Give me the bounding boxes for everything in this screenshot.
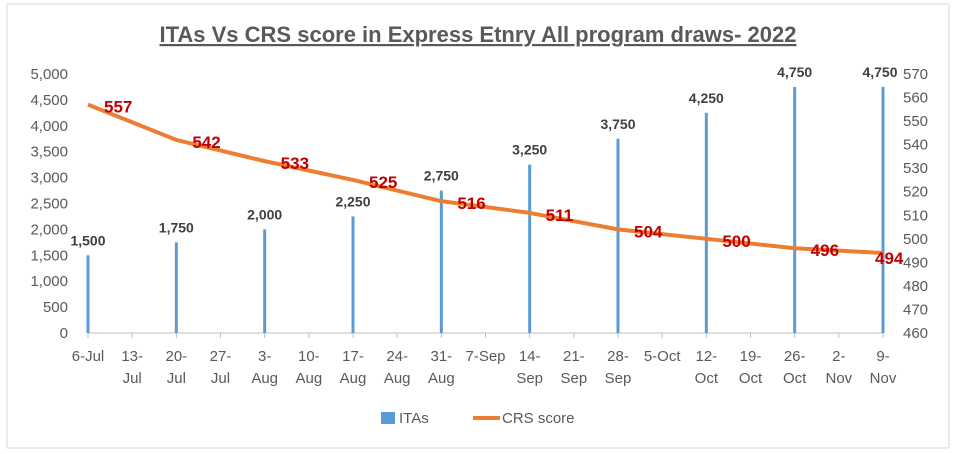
x-tick-label: Jul [211, 370, 230, 387]
x-tick-label: 6-Jul [72, 348, 105, 365]
x-tick-label: 31- [430, 348, 452, 365]
y-right-tick-label: 560 [903, 90, 928, 107]
line-label: 494 [875, 249, 904, 268]
y-left-tick-label: 3,500 [30, 144, 68, 161]
line-label: 516 [457, 194, 485, 213]
x-tick-label: 5-Oct [644, 348, 682, 365]
y-right-tick-label: 540 [903, 137, 928, 154]
bar-label: 3,250 [512, 142, 547, 158]
bar-itas [351, 216, 355, 333]
legend-label-itas: ITAs [399, 410, 429, 427]
line-label: 533 [281, 154, 309, 173]
x-tick-label: 17- [342, 348, 364, 365]
y-left-tick-label: 4,000 [30, 118, 68, 135]
y-right-tick-label: 510 [903, 207, 928, 224]
bar-itas [881, 86, 885, 333]
line-label: 557 [104, 98, 132, 117]
y-left-tick-label: 2,500 [30, 196, 68, 213]
x-tick-label: Aug [251, 370, 278, 387]
legend-label-crs: CRS score [502, 410, 575, 427]
line-label: 525 [369, 173, 397, 192]
bar-label: 2,000 [247, 206, 282, 222]
x-tick-label: Jul [123, 370, 142, 387]
chart-title: ITAs Vs CRS score in Express Etnry All p… [159, 22, 796, 47]
bar-label: 2,250 [335, 193, 370, 209]
x-tick-label: Nov [825, 370, 852, 387]
bar-label: 1,750 [159, 219, 194, 235]
x-tick-label: 7-Sep [465, 348, 505, 365]
x-tick-label: 20- [165, 348, 187, 365]
x-tick-label: Aug [384, 370, 411, 387]
x-tick-label: 24- [386, 348, 408, 365]
x-tick-label: Oct [695, 370, 719, 387]
bar-label: 4,750 [862, 64, 897, 80]
x-tick-label: 2- [832, 348, 845, 365]
y-left-tick-label: 1,500 [30, 247, 68, 264]
x-tick-label: 27- [210, 348, 232, 365]
x-tick-label: 3- [258, 348, 271, 365]
x-tick-label: Jul [167, 370, 186, 387]
x-tick-label: 28- [607, 348, 629, 365]
x-tick-label: Sep [605, 370, 632, 387]
x-tick-label: Oct [739, 370, 763, 387]
line-label: 496 [811, 241, 839, 260]
line-crs-score [87, 102, 884, 255]
bar-itas [616, 138, 620, 333]
bar-itas [174, 242, 178, 333]
y-left-tick-label: 4,500 [30, 92, 68, 109]
y-right-tick-label: 490 [903, 254, 928, 271]
y-left-tick-label: 1,000 [30, 273, 68, 290]
x-tick-label: 10- [298, 348, 320, 365]
y-right-tick-label: 570 [903, 66, 928, 83]
y-left-tick-label: 500 [43, 299, 68, 316]
bar-label: 4,250 [689, 90, 724, 106]
x-tick-label: Sep [560, 370, 587, 387]
chart-border [6, 3, 950, 449]
y-right-tick-label: 500 [903, 231, 928, 248]
bar-itas [704, 112, 708, 333]
y-left-tick-label: 0 [60, 325, 68, 342]
x-tick-label: Nov [870, 370, 897, 387]
y-left-tick-label: 3,000 [30, 170, 68, 187]
x-tick-label: Aug [428, 370, 455, 387]
bar-itas [263, 229, 267, 333]
x-tick-label: 13- [121, 348, 143, 365]
x-tick-label: Sep [516, 370, 543, 387]
y-right-tick-label: 530 [903, 160, 928, 177]
bar-itas [793, 86, 797, 333]
y-right-tick-label: 520 [903, 184, 928, 201]
x-tick-label: 9- [876, 348, 889, 365]
y-left-tick-label: 2,000 [30, 221, 68, 238]
bar-itas [86, 255, 90, 333]
bar-itas [528, 164, 532, 333]
bar-label: 4,750 [777, 64, 812, 80]
legend-swatch-itas [381, 412, 395, 424]
y-left-tick-label: 5,000 [30, 66, 68, 83]
bar-label: 2,750 [424, 168, 459, 184]
bar-itas [439, 190, 443, 333]
x-tick-label: 19- [740, 348, 762, 365]
x-tick-label: Oct [783, 370, 807, 387]
bar-label: 1,500 [70, 232, 105, 248]
line-label: 511 [546, 206, 573, 225]
y-right-tick-label: 480 [903, 278, 928, 295]
x-tick-label: 14- [519, 348, 541, 365]
line-label: 504 [634, 222, 663, 241]
line-label: 542 [192, 133, 220, 152]
y-right-tick-label: 470 [903, 301, 928, 318]
x-tick-label: 12- [695, 348, 717, 365]
x-tick-label: Aug [295, 370, 322, 387]
line-label: 500 [722, 232, 750, 251]
x-tick-label: 26- [784, 348, 806, 365]
y-right-tick-label: 550 [903, 113, 928, 130]
bar-label: 3,750 [600, 116, 635, 132]
x-tick-label: Aug [340, 370, 367, 387]
y-right-tick-label: 460 [903, 325, 928, 342]
x-tick-label: 21- [563, 348, 585, 365]
